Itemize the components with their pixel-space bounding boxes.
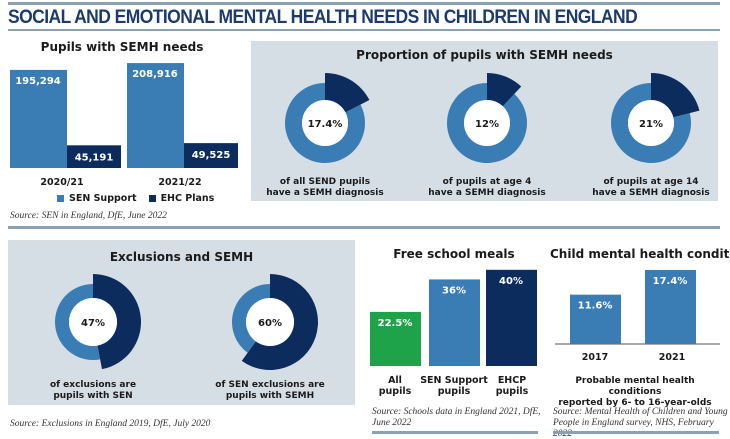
bar-ehc-plans [67,145,121,168]
semh-pupils-title: Pupils with SEMH needs [40,40,204,54]
legend-swatch [57,195,64,202]
bar-sen-support [127,63,184,168]
legend-item-sen-support: SEN Support [57,193,137,204]
x-tick-2021-22: 2021/22 [158,177,202,188]
donut-segment [325,73,370,113]
mh-rule [553,431,719,434]
bar-label: 49,525 [192,150,231,161]
x-tick-ehcp: EHCP pupils [495,375,529,397]
bar-label: 17.4% [653,276,688,287]
proportion-title: Proportion of pupils with SEMH needs [356,48,613,62]
x-tick-2020-21: 2020/21 [40,177,84,188]
donut-remainder [232,284,270,353]
fsm-chart: 22.5% 36% 40% [370,269,537,366]
donut-segment [651,73,700,118]
donut-hole [628,100,674,146]
donut-value: 21% [639,119,663,130]
mh-caption: Probable mental health conditions reporte… [558,376,712,408]
bar [486,269,537,366]
donut-hole [246,298,294,346]
bar [429,279,480,366]
source-exclusions: Source: Exclusions in England 2019, DfE,… [10,419,211,429]
x-tick-2017: 2017 [581,352,609,363]
exclusions-title: Exclusions and SEMH [109,250,254,264]
mh-chart: 11.6% 17.4% [555,270,720,345]
donut-segment [93,274,142,370]
donut-value: 17.4% [308,119,343,130]
page-title: SOCIAL AND EMOTIONAL MENTAL HEALTH NEEDS… [8,7,638,28]
bar-label: 208,916 [132,69,178,80]
legend-label: SEN Support [69,193,137,204]
section-rule [8,226,720,229]
legend: SEN Support EHC Plans [57,193,214,204]
legend-label: EHC Plans [160,193,215,204]
donut-segment [487,73,522,107]
proportion-donuts: 17.4% 12% 21% [285,73,700,163]
fsm-title: Free school meals [393,247,515,261]
bar-label: 11.6% [578,301,613,312]
exclusions-donuts: 47% 60% [54,274,319,370]
donut-value: 47% [81,318,105,329]
donut-caption: of pupils at age 4 have a SEMH diagnosis [428,177,546,198]
donut-hole [302,100,348,146]
donut-hole [464,100,510,146]
donut-segment [241,274,319,370]
bar [570,294,621,344]
legend-item-ehc-plans: EHC Plans [148,193,215,204]
bar-ehc-plans [184,143,238,168]
bar [645,270,696,344]
bar-label: 40% [499,276,523,287]
mh-title: Child mental health conditions [550,247,730,261]
donut-remainder [54,284,101,360]
bar-label: 22.5% [378,318,413,329]
semh-pupils-chart: 195,294 45,191 208,916 49,525 [10,63,238,168]
legend-swatch [148,195,156,202]
fsm-rule [372,431,538,434]
source-mh: Source: Mental Health of Children and Yo… [553,407,728,439]
x-tick-sen-support: SEN Support pupils [420,375,488,397]
bar [370,311,421,366]
donut-remainder [285,83,365,163]
donut-remainder [611,83,691,163]
donut-remainder [447,83,527,163]
bar-label: 36% [442,285,466,296]
x-tick-2021: 2021 [658,352,686,363]
source-sen: Source: SEN in England, DfE, June 2022 [10,211,167,221]
donut-caption: of all SEND pupils have a SEMH diagnosis [266,177,384,198]
title-rule [8,29,720,31]
top-rule [8,2,720,5]
donut-hole [69,298,117,346]
donut-caption: of exclusions are pupils with SEN [49,380,137,401]
bar-sen-support [10,69,67,168]
x-tick-all-pupils: All pupils [378,375,412,397]
source-fsm: Source: Schools data in England 2021, Df… [372,407,541,428]
donut-caption: of pupils at age 14 have a SEMH diagnosis [592,177,710,198]
bar-label: 45,191 [75,152,114,163]
donut-caption: of SEN exclusions are pupils with SEMH [215,380,325,401]
donut-value: 60% [258,318,282,329]
bar-label: 195,294 [15,76,61,87]
donut-value: 12% [475,119,499,130]
